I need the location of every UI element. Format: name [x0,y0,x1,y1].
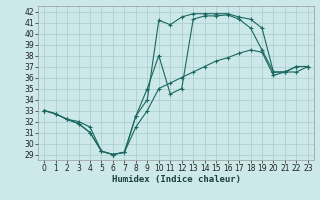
X-axis label: Humidex (Indice chaleur): Humidex (Indice chaleur) [111,175,241,184]
